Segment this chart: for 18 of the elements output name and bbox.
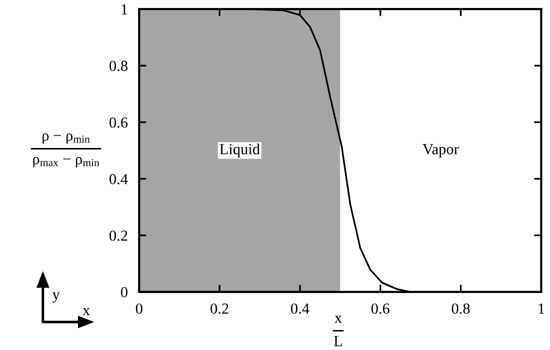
band-label: Vapor	[422, 144, 459, 158]
text: x	[82, 308, 90, 316]
y-tick-label: 0	[120, 287, 128, 298]
text: ρ − ρ$_{min}$ ρ$_{max}$ − ρ$_{min}$	[33, 133, 100, 168]
x-tick-label: 1	[538, 304, 544, 314]
x-tick-label: 0.8	[452, 303, 470, 314]
band-label: Liquid	[220, 144, 260, 158]
y-tick-label: 0.4	[110, 174, 128, 184]
x-tick-label: 0.6	[371, 303, 390, 314]
y-tick-label: 0.6	[110, 117, 128, 128]
x-tick-label: 0.2	[210, 303, 228, 314]
x-tick-label: 0	[136, 303, 142, 314]
y-tick-label: 1	[122, 4, 128, 14]
y-tick-label: 0.2	[110, 230, 128, 241]
x-axis-title: x L	[334, 316, 342, 346]
x-tick-label: 0.4	[291, 303, 310, 314]
y-tick-label: 0.8	[110, 60, 128, 72]
text: y	[52, 292, 60, 303]
